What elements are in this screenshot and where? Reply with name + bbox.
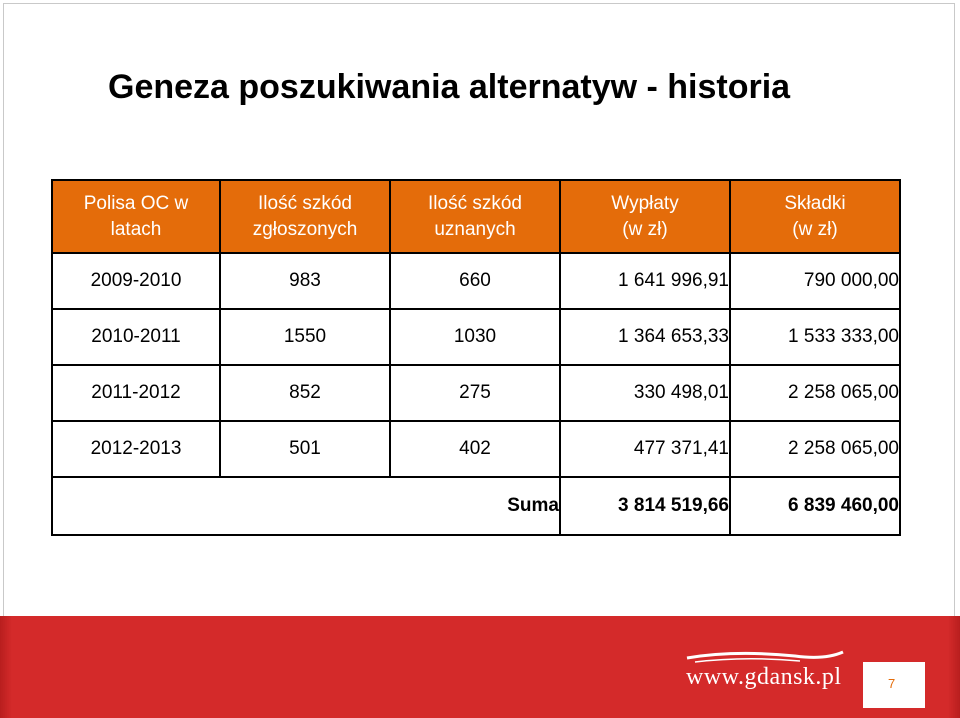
cell-premiums: 2 258 065,00 <box>729 420 901 478</box>
table-row: 2009-2010 983 660 1 641 996,91 790 000,0… <box>51 252 901 310</box>
cell-years: 2012-2013 <box>51 420 221 478</box>
cell-payouts: 1 641 996,91 <box>559 252 731 310</box>
header-policy-years: Polisa OC w latach <box>51 179 221 254</box>
sum-label: Suma <box>51 476 561 536</box>
cell-years: 2011-2012 <box>51 364 221 422</box>
claims-table: Polisa OC w latach Ilość szkód zgłoszony… <box>51 179 901 536</box>
header-claims-reported: Ilość szkód zgłoszonych <box>219 179 391 254</box>
header-claims-accepted: Ilość szkód uznanych <box>389 179 561 254</box>
header-payouts: Wypłaty (w zł) <box>559 179 731 254</box>
gdansk-logo-swoosh-icon <box>686 650 844 663</box>
cell-premiums: 790 000,00 <box>729 252 901 310</box>
page-number: 7 <box>888 676 896 691</box>
slide-title: Geneza poszukiwania alternatyw - histori… <box>108 68 791 106</box>
header-premiums: Składki (w zł) <box>729 179 901 254</box>
logo-text: www.gdansk.pl <box>686 664 842 690</box>
table-row: 2012-2013 501 402 477 371,41 2 258 065,0… <box>51 420 901 478</box>
cell-premiums: 1 533 333,00 <box>729 308 901 366</box>
cell-reported: 983 <box>219 252 391 310</box>
cell-reported: 852 <box>219 364 391 422</box>
page-number-box <box>863 662 925 708</box>
cell-years: 2010-2011 <box>51 308 221 366</box>
footer-band <box>0 616 960 718</box>
cell-accepted: 402 <box>389 420 561 478</box>
sum-row: Suma 3 814 519,66 6 839 460,00 <box>51 476 901 536</box>
cell-accepted: 1030 <box>389 308 561 366</box>
cell-payouts: 1 364 653,33 <box>559 308 731 366</box>
sum-premiums: 6 839 460,00 <box>729 476 901 536</box>
cell-reported: 501 <box>219 420 391 478</box>
cell-reported: 1550 <box>219 308 391 366</box>
table-row: 2010-2011 1550 1030 1 364 653,33 1 533 3… <box>51 308 901 366</box>
cell-accepted: 660 <box>389 252 561 310</box>
sum-payouts: 3 814 519,66 <box>559 476 731 536</box>
cell-premiums: 2 258 065,00 <box>729 364 901 422</box>
table-header-row: Polisa OC w latach Ilość szkód zgłoszony… <box>51 179 901 254</box>
cell-years: 2009-2010 <box>51 252 221 310</box>
cell-payouts: 330 498,01 <box>559 364 731 422</box>
cell-payouts: 477 371,41 <box>559 420 731 478</box>
cell-accepted: 275 <box>389 364 561 422</box>
table-row: 2011-2012 852 275 330 498,01 2 258 065,0… <box>51 364 901 422</box>
